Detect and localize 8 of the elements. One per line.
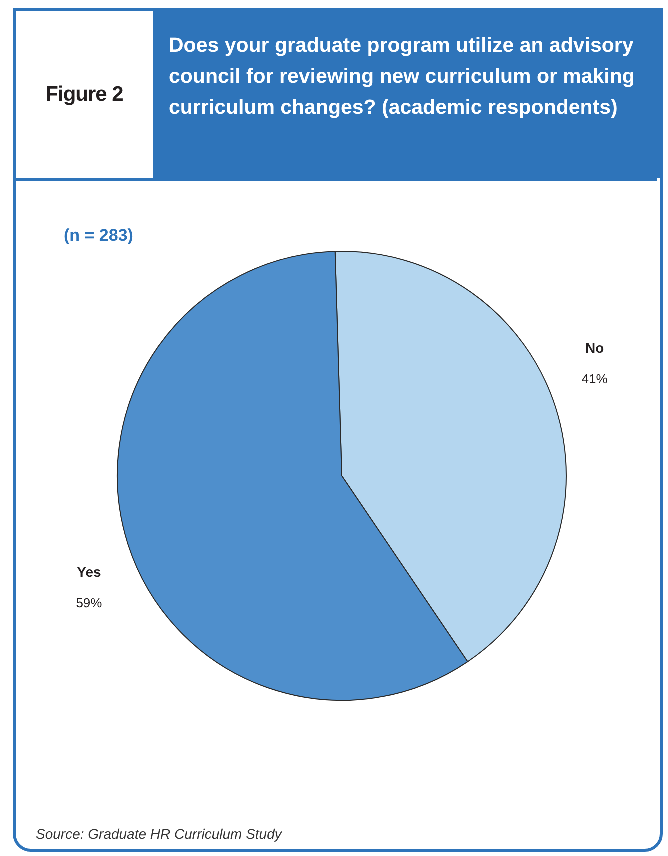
chart-subtitle: (n = 283) bbox=[64, 226, 134, 246]
source-note: Source: Graduate HR Curriculum Study bbox=[36, 826, 282, 842]
data-label: 59% bbox=[76, 596, 103, 611]
slice-label: Yes bbox=[77, 564, 102, 580]
slice-label: No bbox=[585, 340, 604, 356]
caption: Figure 2 bbox=[46, 82, 124, 106]
chart-title: Does your graduate program utilize an advisory council for reviewing new curriculum or making curriculum changes? (academic respondents) bbox=[169, 33, 636, 121]
data-label: 41% bbox=[582, 372, 608, 387]
